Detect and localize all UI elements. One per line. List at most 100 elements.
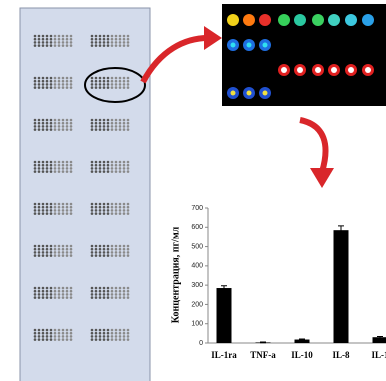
spot (62, 80, 65, 83)
spot (50, 122, 53, 125)
scan-spot (328, 14, 340, 26)
spot (103, 290, 106, 293)
spot (103, 128, 106, 131)
spot (111, 122, 114, 125)
spot (115, 41, 118, 44)
spot (70, 332, 73, 335)
spot (46, 86, 49, 89)
spot (70, 122, 73, 125)
spot (38, 254, 41, 257)
spot (66, 164, 69, 167)
spot (38, 44, 41, 47)
spot (123, 287, 126, 290)
spot (50, 41, 53, 44)
spot (99, 122, 102, 125)
spot (70, 203, 73, 206)
spot (107, 290, 110, 293)
spot (38, 332, 41, 335)
x-tick-label: IL-1 (371, 350, 386, 360)
spot (103, 167, 106, 170)
spot (46, 203, 49, 206)
spot (70, 44, 73, 47)
spot (119, 287, 122, 290)
spot (111, 170, 114, 173)
spot (103, 212, 106, 215)
spot (119, 293, 122, 296)
spot (34, 254, 37, 257)
spot (66, 296, 69, 299)
spot (91, 329, 94, 332)
spot (127, 245, 130, 248)
spot (119, 209, 122, 212)
spot (103, 77, 106, 80)
spot (127, 209, 130, 212)
spot (119, 248, 122, 251)
spot (70, 254, 73, 257)
spot (95, 290, 98, 293)
scan-spot (297, 67, 303, 73)
spot (119, 83, 122, 86)
spot (123, 170, 126, 173)
y-tick-label: 600 (191, 224, 203, 231)
spot (103, 293, 106, 296)
x-tick-label: IL-1ra (211, 350, 237, 360)
spot (42, 128, 45, 131)
spot (42, 119, 45, 122)
spot (50, 329, 53, 332)
spot (95, 167, 98, 170)
spot (50, 167, 53, 170)
spot (115, 122, 118, 125)
spot (70, 86, 73, 89)
spot (95, 122, 98, 125)
spot (50, 164, 53, 167)
spot (62, 128, 65, 131)
spot (54, 164, 57, 167)
spot (70, 335, 73, 338)
spot (50, 293, 53, 296)
spot (66, 203, 69, 206)
spot (119, 80, 122, 83)
spot (127, 86, 130, 89)
spot (34, 248, 37, 251)
spot (58, 293, 61, 296)
spot (50, 161, 53, 164)
spot (123, 44, 126, 47)
spot (91, 212, 94, 215)
spot (95, 293, 98, 296)
spot (54, 335, 57, 338)
spot (99, 209, 102, 212)
spot (34, 203, 37, 206)
spot (111, 164, 114, 167)
spot (70, 125, 73, 128)
spot (50, 38, 53, 41)
spot (38, 125, 41, 128)
spot (34, 296, 37, 299)
spot (70, 128, 73, 131)
spot (95, 287, 98, 290)
spot (66, 206, 69, 209)
spot (107, 86, 110, 89)
spot (42, 161, 45, 164)
spot (123, 206, 126, 209)
spot (46, 290, 49, 293)
spot (34, 338, 37, 341)
spot (95, 77, 98, 80)
spot (103, 170, 106, 173)
spot (58, 335, 61, 338)
spot (62, 164, 65, 167)
spot (127, 44, 130, 47)
scan-spot (362, 14, 374, 26)
spot (58, 245, 61, 248)
spot (115, 329, 118, 332)
spot (62, 161, 65, 164)
spot (62, 77, 65, 80)
spot (38, 329, 41, 332)
spot (127, 329, 130, 332)
spot (62, 125, 65, 128)
spot (127, 290, 130, 293)
bar (217, 288, 232, 343)
spot (54, 83, 57, 86)
spot (70, 77, 73, 80)
spot (127, 80, 130, 83)
spot (123, 338, 126, 341)
